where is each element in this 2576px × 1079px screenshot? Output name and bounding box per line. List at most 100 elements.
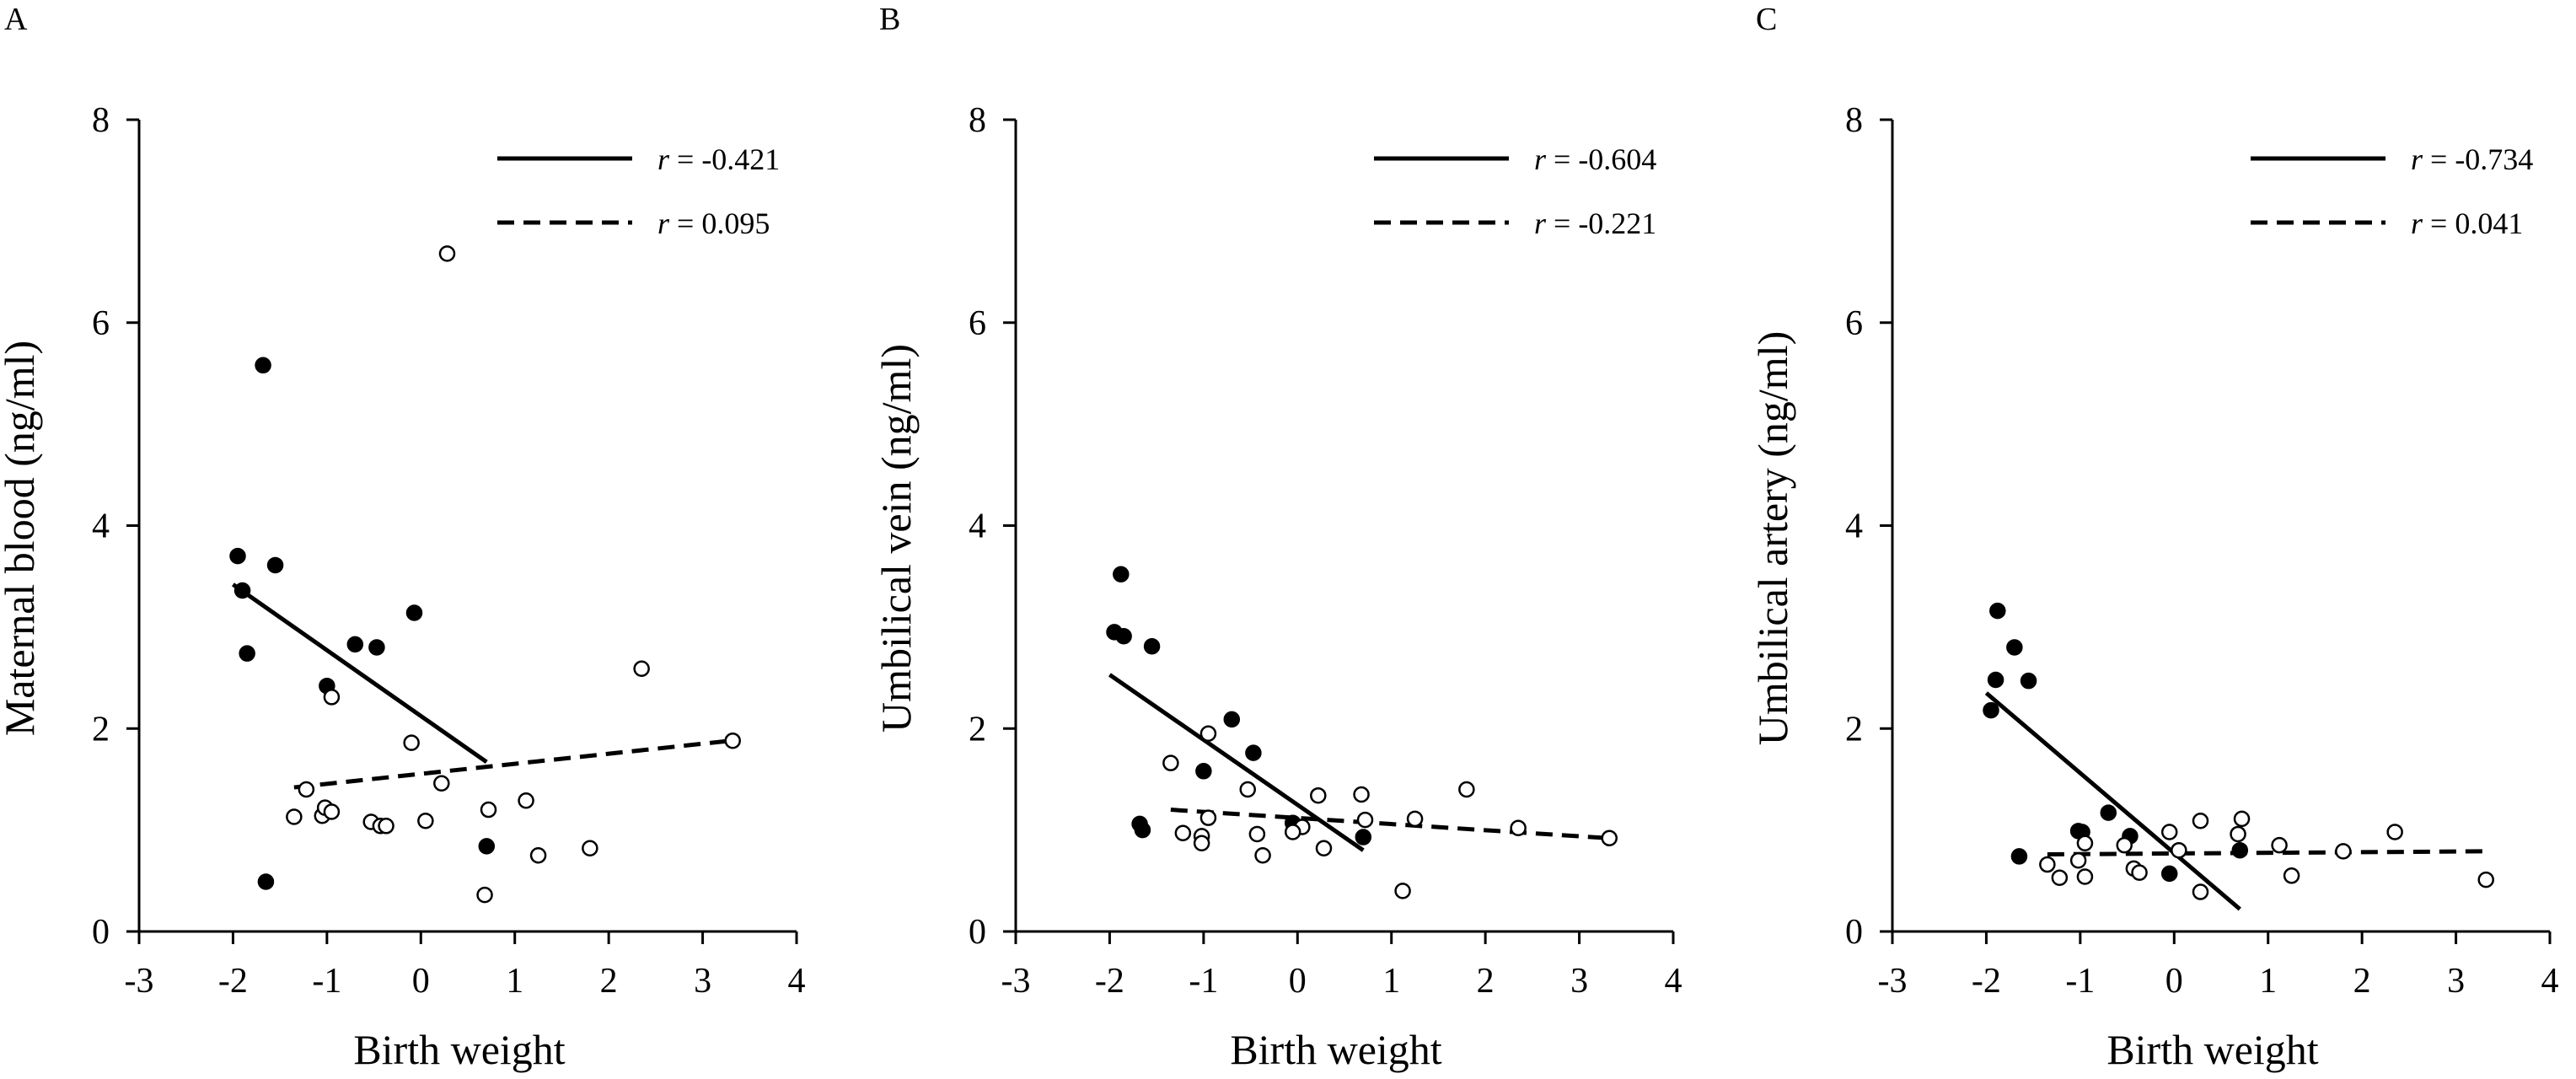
- legend-label: r = -0.604: [1534, 142, 1656, 176]
- panel-letter: A: [4, 2, 28, 37]
- data-point-open: [438, 245, 456, 262]
- x-tick-label: 1: [2259, 962, 2277, 1001]
- y-tick-label: 4: [1845, 507, 1863, 546]
- y-tick-label: 0: [92, 913, 110, 952]
- data-point-filled: [1115, 627, 1132, 645]
- data-point-open: [1174, 824, 1192, 841]
- data-point-open: [2230, 825, 2246, 843]
- x-tick-label: 1: [506, 962, 523, 1001]
- data-point-filled: [2020, 672, 2037, 690]
- data-point-filled: [405, 604, 423, 621]
- data-point-open: [1284, 824, 1301, 840]
- panel-letter: C: [1756, 2, 1777, 37]
- y-tick-label: 6: [1845, 304, 1863, 343]
- data-point-open: [1248, 825, 1266, 843]
- data-point-open: [1162, 754, 1179, 771]
- x-axis-title: Birth weight: [2106, 1026, 2318, 1073]
- chart-panel-b: B 0 2 4 6 8 -3 -2 -1 0 1 2 3 4 Birth weight Umbilical v…: [872, 2, 1682, 1073]
- data-point-filled: [1113, 566, 1130, 583]
- data-point-open: [2069, 851, 2087, 869]
- data-point-filled: [346, 636, 364, 653]
- legend-r-value: = -0.221: [1546, 207, 1656, 240]
- legend-r-value: = -0.421: [669, 142, 780, 176]
- data-point-open: [323, 803, 341, 820]
- data-point-open: [403, 734, 420, 751]
- y-tick-label: 2: [1845, 710, 1863, 749]
- x-tick-label: -3: [1878, 962, 1908, 1001]
- data-point-open: [1310, 786, 1327, 804]
- data-point-open: [2335, 843, 2352, 860]
- x-tick-label: 3: [694, 962, 711, 1001]
- data-point-filled: [266, 556, 284, 574]
- data-point-open: [480, 801, 497, 819]
- panel-letter: B: [879, 2, 900, 37]
- data-point-filled: [478, 838, 496, 855]
- regression-line-solid: [1108, 673, 1365, 852]
- x-tick-label: -1: [2065, 962, 2095, 1001]
- x-tick-label: -1: [1189, 962, 1218, 1001]
- legend-r-value: = 0.095: [669, 207, 770, 240]
- data-point-filled: [2010, 848, 2028, 865]
- y-tick-label: 2: [92, 710, 110, 749]
- x-tick-label: 0: [2165, 962, 2183, 1001]
- data-point-filled: [229, 547, 246, 565]
- data-point-filled: [1245, 744, 1262, 761]
- legend-label: r = 0.095: [657, 207, 770, 240]
- data-point-open: [1510, 819, 1527, 836]
- data-point-open: [1356, 811, 1374, 829]
- legend-r-symbol: r: [2411, 207, 2423, 240]
- data-point-filled: [1989, 602, 2006, 620]
- x-tick-label: -1: [312, 962, 341, 1001]
- data-point-filled: [1987, 671, 2004, 689]
- data-point-open: [2116, 836, 2133, 854]
- data-point-open: [2477, 871, 2494, 888]
- data-point-open: [1199, 725, 1217, 743]
- data-point-filled: [368, 639, 385, 656]
- y-axis-title: Umbilical artery (ng/ml): [1749, 331, 1796, 746]
- regression-line-dashed: [293, 738, 732, 790]
- data-point-open: [1601, 829, 1618, 847]
- y-tick-label: 6: [92, 304, 110, 343]
- x-tick-label: 2: [1477, 962, 1495, 1001]
- y-tick-label: 0: [1845, 913, 1863, 952]
- x-axis-title: Birth weight: [1230, 1026, 1441, 1073]
- data-point-open: [1193, 835, 1210, 852]
- data-point-open: [633, 660, 650, 677]
- y-tick-label: 8: [1845, 101, 1863, 140]
- legend: r = -0.421 r = 0.095: [497, 142, 780, 240]
- data-point-open: [1394, 883, 1411, 899]
- x-tick-label: -2: [1972, 962, 2001, 1001]
- data-point-open: [1315, 840, 1333, 857]
- x-tick-label: 4: [1665, 962, 1682, 1001]
- data-point-filled: [2231, 841, 2249, 859]
- legend-label: r = -0.734: [2411, 142, 2533, 176]
- data-point-filled: [1355, 829, 1372, 845]
- data-point-filled: [1223, 711, 1241, 728]
- legend-r-value: = -0.604: [1546, 142, 1656, 176]
- data-point-open: [433, 775, 450, 792]
- x-tick-label: 0: [412, 962, 430, 1001]
- regression-line-solid: [1984, 691, 2241, 911]
- legend-label: r = 0.041: [2411, 207, 2523, 240]
- data-point-open: [1353, 786, 1370, 803]
- data-point-open: [378, 818, 394, 835]
- regression-line-dashed: [1170, 808, 1608, 840]
- data-point-open: [286, 808, 303, 825]
- legend-label: r = -0.421: [657, 142, 780, 176]
- x-tick-label: -2: [218, 962, 248, 1001]
- x-tick-label: -3: [1001, 962, 1031, 1001]
- x-tick-label: 3: [2447, 962, 2465, 1001]
- x-tick-label: 4: [788, 962, 806, 1001]
- data-point-open: [476, 886, 493, 904]
- data-point-open: [529, 846, 547, 864]
- data-point-open: [2192, 813, 2209, 829]
- data-point-open: [2051, 869, 2069, 886]
- data-point-open: [2192, 883, 2209, 900]
- data-point-open: [1254, 846, 1271, 864]
- y-tick-label: 8: [969, 101, 986, 140]
- data-point-filled: [2006, 639, 2023, 656]
- data-point-open: [724, 732, 741, 749]
- data-point-open: [2039, 856, 2056, 873]
- chart-panel-c: C 0 2 4 6 8 -3 -2 -1 0 1 2 3 4 Birth weight Umbilical a…: [1749, 2, 2559, 1073]
